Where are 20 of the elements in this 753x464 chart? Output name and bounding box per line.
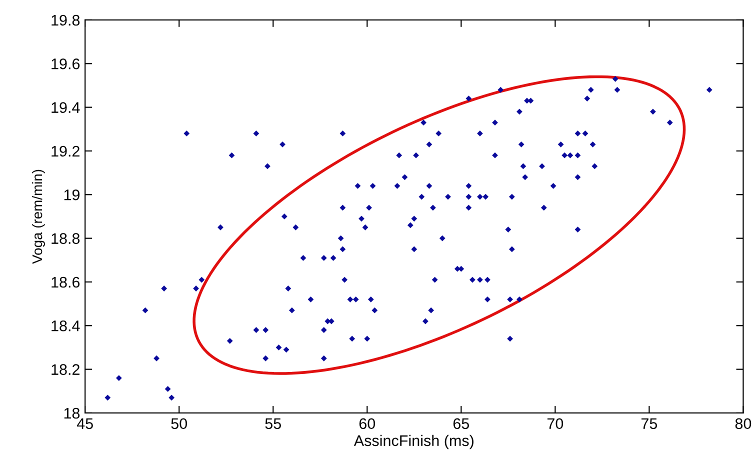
y-axis-title: Voga (rem/min) [32, 170, 45, 264]
x-axis-title: AssincFinish (ms) [354, 434, 474, 450]
x-tick-label: 80 [735, 418, 752, 430]
y-tick-label: 18.8 [52, 233, 80, 244]
y-tick-label: 19.2 [52, 146, 80, 157]
y-tick-label: 19.4 [52, 102, 80, 113]
y-tick-label: 19.6 [52, 58, 80, 70]
y-tick-label: 18.6 [52, 276, 80, 288]
x-tick-label: 50 [171, 418, 188, 430]
x-tick-label: 55 [265, 418, 281, 430]
y-tick-label: 18.4 [52, 320, 80, 332]
y-tick-label: 19 [64, 189, 80, 200]
x-tick-label: 60 [359, 418, 376, 430]
x-tick-label: 75 [641, 418, 658, 430]
x-tick-label: 65 [453, 418, 470, 430]
y-tick-label: 18.2 [52, 364, 80, 375]
x-tick-label: 45 [76, 418, 93, 430]
x-tick-label: 70 [547, 418, 564, 430]
y-tick-label: 19.8 [52, 14, 80, 26]
y-tick-label: 18 [64, 408, 80, 419]
